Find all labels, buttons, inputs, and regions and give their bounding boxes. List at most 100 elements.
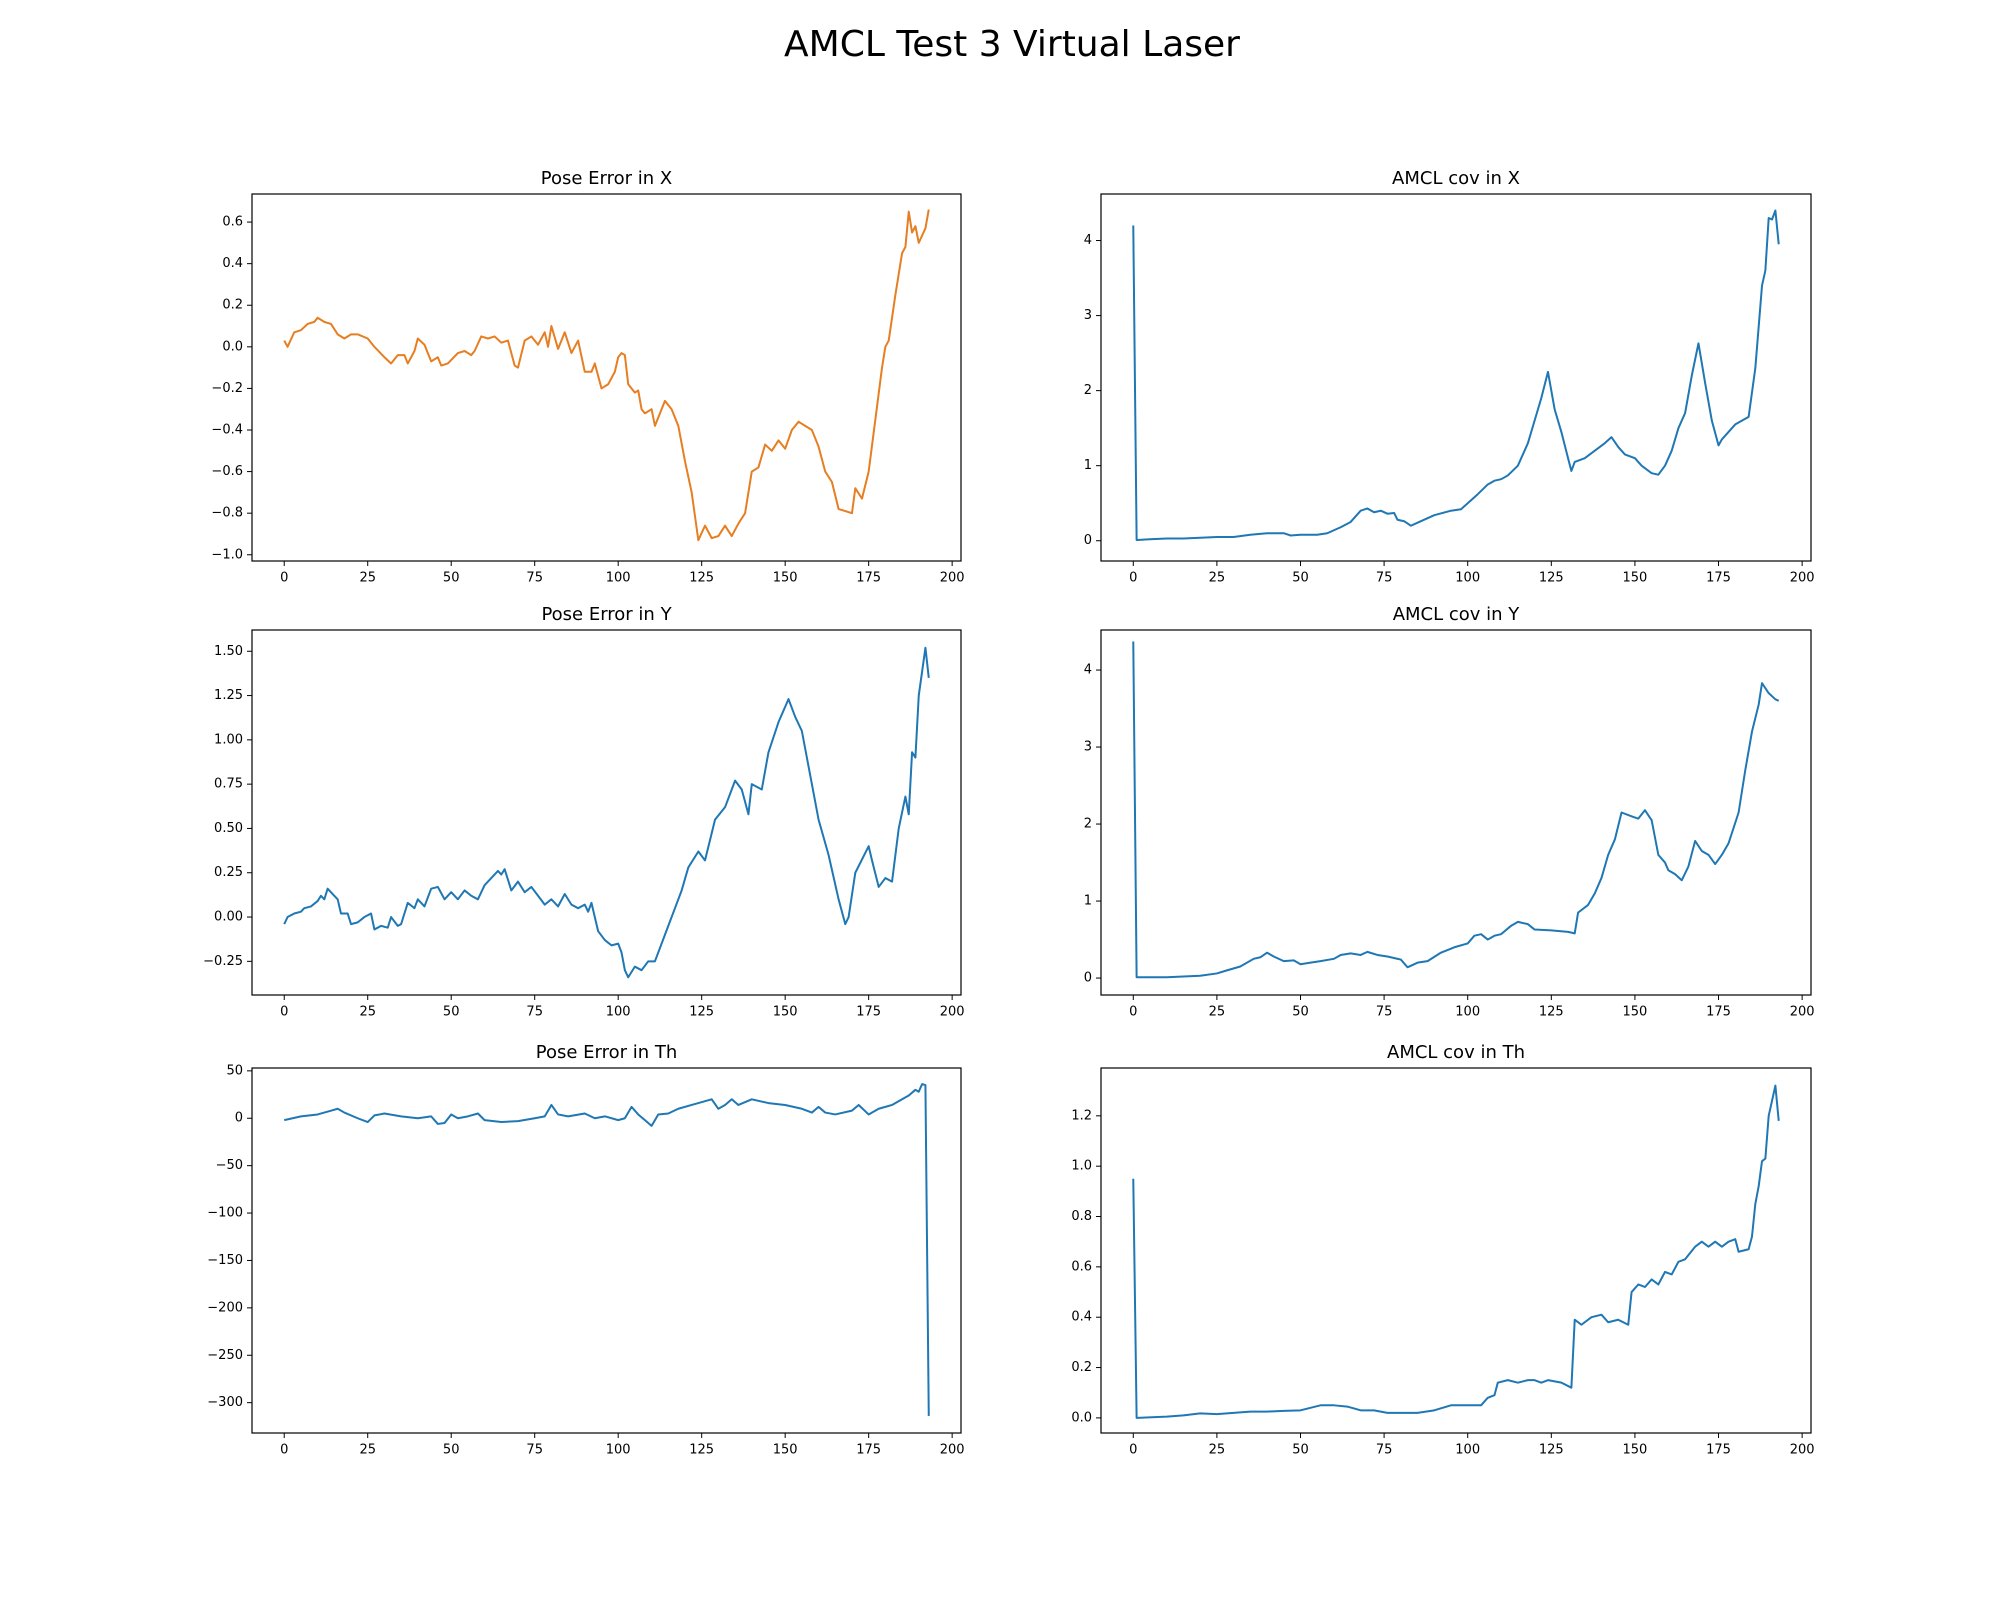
x-tick-label: 50 — [443, 1005, 460, 1020]
subplot-title: Pose Error in X — [541, 168, 672, 189]
x-tick-label: 175 — [856, 571, 881, 586]
x-tick-label: 150 — [1623, 571, 1648, 586]
x-tick-label: 200 — [1790, 1443, 1815, 1458]
y-tick-label: 0.2 — [222, 298, 243, 313]
x-tick-label: 200 — [940, 1443, 965, 1458]
y-tick-label: −1.0 — [211, 547, 243, 562]
plot-area — [1132, 1084, 1780, 1419]
x-tick-label: 200 — [1790, 1005, 1815, 1020]
y-tick-label: −50 — [216, 1158, 243, 1173]
y-tick-label: 0 — [235, 1111, 243, 1126]
subplot-title: AMCL cov in Th — [1387, 1042, 1525, 1063]
x-tick-label: 75 — [526, 571, 543, 586]
x-tick-label: 175 — [1706, 1005, 1731, 1020]
x-tick-label: 125 — [689, 1443, 714, 1458]
y-tick-label: −0.6 — [211, 464, 243, 479]
x-tick-label: 75 — [526, 1443, 543, 1458]
data-line — [284, 1083, 930, 1416]
y-tick-label: 0 — [1084, 533, 1092, 548]
y-tick-label: 3 — [1084, 308, 1092, 323]
y-tick-label: 0.00 — [214, 910, 243, 925]
data-line — [1132, 209, 1780, 541]
x-tick-label: 100 — [1455, 1443, 1480, 1458]
x-tick-label: 175 — [856, 1005, 881, 1020]
subplot: Pose Error in Th 0 25 50 75 100 125 150 175 200 50… — [207, 1042, 964, 1458]
subplot-title: AMCL cov in X — [1392, 168, 1520, 189]
y-tick-label: 4 — [1084, 233, 1092, 248]
x-tick-label: 100 — [606, 1443, 631, 1458]
plot-area — [1132, 641, 1780, 979]
axes-frame — [251, 629, 962, 996]
subplot-title: Pose Error in Th — [536, 1042, 678, 1063]
data-line — [1132, 1084, 1780, 1419]
y-tick-label: 2 — [1084, 383, 1092, 398]
subplot-title: AMCL cov in Y — [1393, 604, 1521, 625]
axes-frame — [251, 1067, 962, 1434]
x-tick-label: 0 — [1129, 1005, 1137, 1020]
x-tick-label: 200 — [1790, 571, 1815, 586]
y-tick-label: 1.50 — [214, 644, 243, 659]
x-tick-label: 100 — [606, 1005, 631, 1020]
plot-area — [283, 209, 930, 542]
y-tick-label: −0.2 — [211, 381, 243, 396]
x-tick-label: 50 — [1292, 1443, 1309, 1458]
y-tick-label: 0.2 — [1071, 1360, 1092, 1375]
x-tick-label: 25 — [1209, 1005, 1226, 1020]
y-tick-label: 0.6 — [222, 215, 243, 230]
y-tick-label: −0.25 — [203, 954, 243, 969]
x-tick-label: 200 — [940, 1005, 965, 1020]
x-tick-label: 150 — [773, 1005, 798, 1020]
subplot: Pose Error in Y 0 25 50 75 100 125 150 175 200 −0.… — [203, 604, 964, 1020]
plot-area — [283, 646, 930, 979]
x-tick-label: 100 — [1455, 571, 1480, 586]
x-tick-label: 0 — [280, 1005, 288, 1020]
x-tick-label: 150 — [1623, 1005, 1648, 1020]
x-tick-label: 75 — [1376, 571, 1393, 586]
x-tick-label: 25 — [359, 571, 376, 586]
plot-area — [1132, 209, 1780, 541]
x-tick-label: 175 — [1706, 1443, 1731, 1458]
y-tick-label: −0.4 — [211, 423, 243, 438]
x-tick-label: 100 — [606, 571, 631, 586]
x-tick-label: 0 — [280, 1443, 288, 1458]
y-tick-label: 0.4 — [1071, 1310, 1092, 1325]
y-tick-label: −300 — [207, 1395, 243, 1410]
subplot: AMCL cov in Th 0 25 50 75 100 125 150 175 200 0.0 0… — [1071, 1042, 1814, 1458]
x-tick-label: 125 — [689, 1005, 714, 1020]
y-tick-label: 1.25 — [214, 688, 243, 703]
y-tick-label: 0.6 — [1071, 1259, 1092, 1274]
x-tick-label: 200 — [940, 571, 965, 586]
y-tick-label: 1 — [1084, 458, 1092, 473]
x-tick-label: 25 — [359, 1005, 376, 1020]
y-tick-label: −250 — [207, 1348, 243, 1363]
x-tick-label: 75 — [1376, 1443, 1393, 1458]
data-line — [1132, 641, 1780, 979]
axes-frame — [1100, 629, 1812, 996]
y-tick-label: −0.8 — [211, 506, 243, 521]
x-tick-label: 125 — [1539, 1443, 1564, 1458]
x-tick-label: 0 — [1129, 1443, 1137, 1458]
y-tick-label: −200 — [207, 1300, 243, 1315]
x-tick-label: 175 — [856, 1443, 881, 1458]
x-tick-label: 150 — [773, 1443, 798, 1458]
plot-area — [284, 1083, 930, 1416]
x-tick-label: 50 — [1292, 571, 1309, 586]
subplot: AMCL cov in X 0 25 50 75 100 125 150 175 200 0 1 2 3 4 — [1084, 168, 1815, 586]
figure-title: AMCL Test 3 Virtual Laser — [784, 24, 1240, 65]
y-tick-label: 0.8 — [1071, 1209, 1092, 1224]
x-tick-label: 25 — [359, 1443, 376, 1458]
x-tick-label: 25 — [1209, 571, 1226, 586]
y-tick-label: 4 — [1084, 663, 1092, 678]
y-tick-label: −150 — [207, 1253, 243, 1268]
x-tick-label: 125 — [1539, 571, 1564, 586]
y-tick-label: 0.0 — [1071, 1410, 1092, 1425]
y-tick-label: 0.75 — [214, 777, 243, 792]
y-tick-label: 0.0 — [222, 339, 243, 354]
y-tick-label: 0.4 — [222, 256, 243, 271]
x-tick-label: 0 — [280, 571, 288, 586]
y-tick-label: 3 — [1084, 740, 1092, 755]
subplot: Pose Error in X 0 25 50 75 100 125 150 175 200 −1.… — [211, 168, 964, 586]
y-tick-label: 0 — [1084, 971, 1092, 986]
